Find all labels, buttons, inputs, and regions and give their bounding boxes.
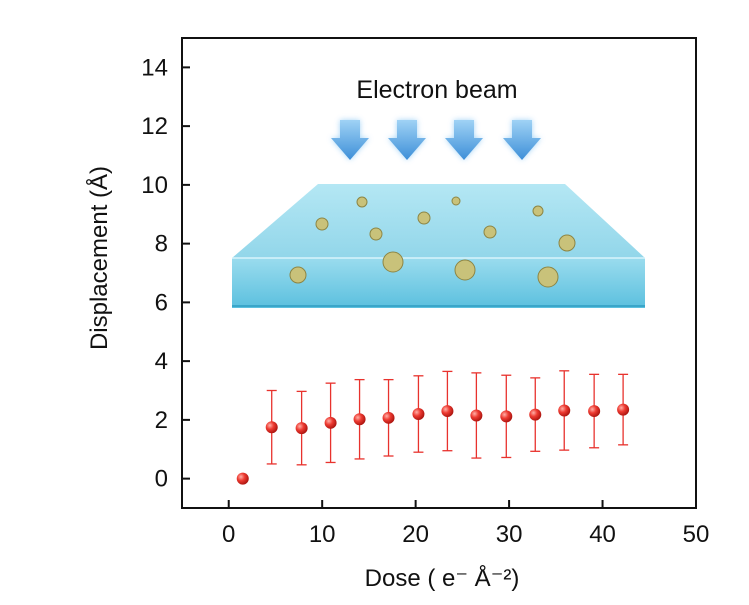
data-point [558,404,571,417]
inset-label: Electron beam [356,76,517,104]
particles [289,196,576,288]
y-axis: 0 2 4 6 8 10 12 14 [141,54,190,493]
data-point [412,408,425,420]
x-axis: 0 10 20 30 40 50 [222,500,709,548]
data-point [441,405,454,418]
x-tick-label: 40 [589,521,616,548]
y-tick-label: 4 [155,348,168,375]
y-tick-label: 6 [155,289,168,316]
y-tick-label: 14 [141,54,168,81]
data-point [236,472,249,485]
x-axis-label: Dose ( e⁻ Å⁻²) [365,564,520,592]
data-point [353,413,366,426]
y-tick-label: 12 [141,113,168,140]
data-point [529,408,542,421]
water-slab [232,184,645,308]
data-point [265,421,278,434]
x-tick-label: 10 [309,521,336,548]
x-tick-label: 20 [402,521,429,548]
data-point [295,422,308,435]
x-tick-label: 30 [496,521,523,548]
data-series [236,370,630,485]
y-tick-label: 8 [155,231,168,258]
y-tick-label: 2 [155,407,168,434]
data-point [382,411,395,424]
data-point [470,409,483,422]
electron-beam-illustration: Electron beam [232,76,645,308]
y-tick-label: 10 [141,172,168,199]
arrow-down-icon [388,120,426,160]
data-point [500,410,513,423]
data-point [588,405,601,418]
arrow-down-icon [503,120,541,160]
y-tick-label: 0 [155,466,168,493]
data-point [324,416,337,429]
x-tick-label: 50 [683,521,710,548]
plot-frame [181,37,697,509]
data-point [617,403,630,416]
y-axis-label: Displacement (Å) [85,166,113,350]
arrow-down-icon [331,120,369,160]
x-tick-label: 0 [222,521,235,548]
arrow-down-icon [445,120,483,160]
beam-arrows [331,120,541,160]
